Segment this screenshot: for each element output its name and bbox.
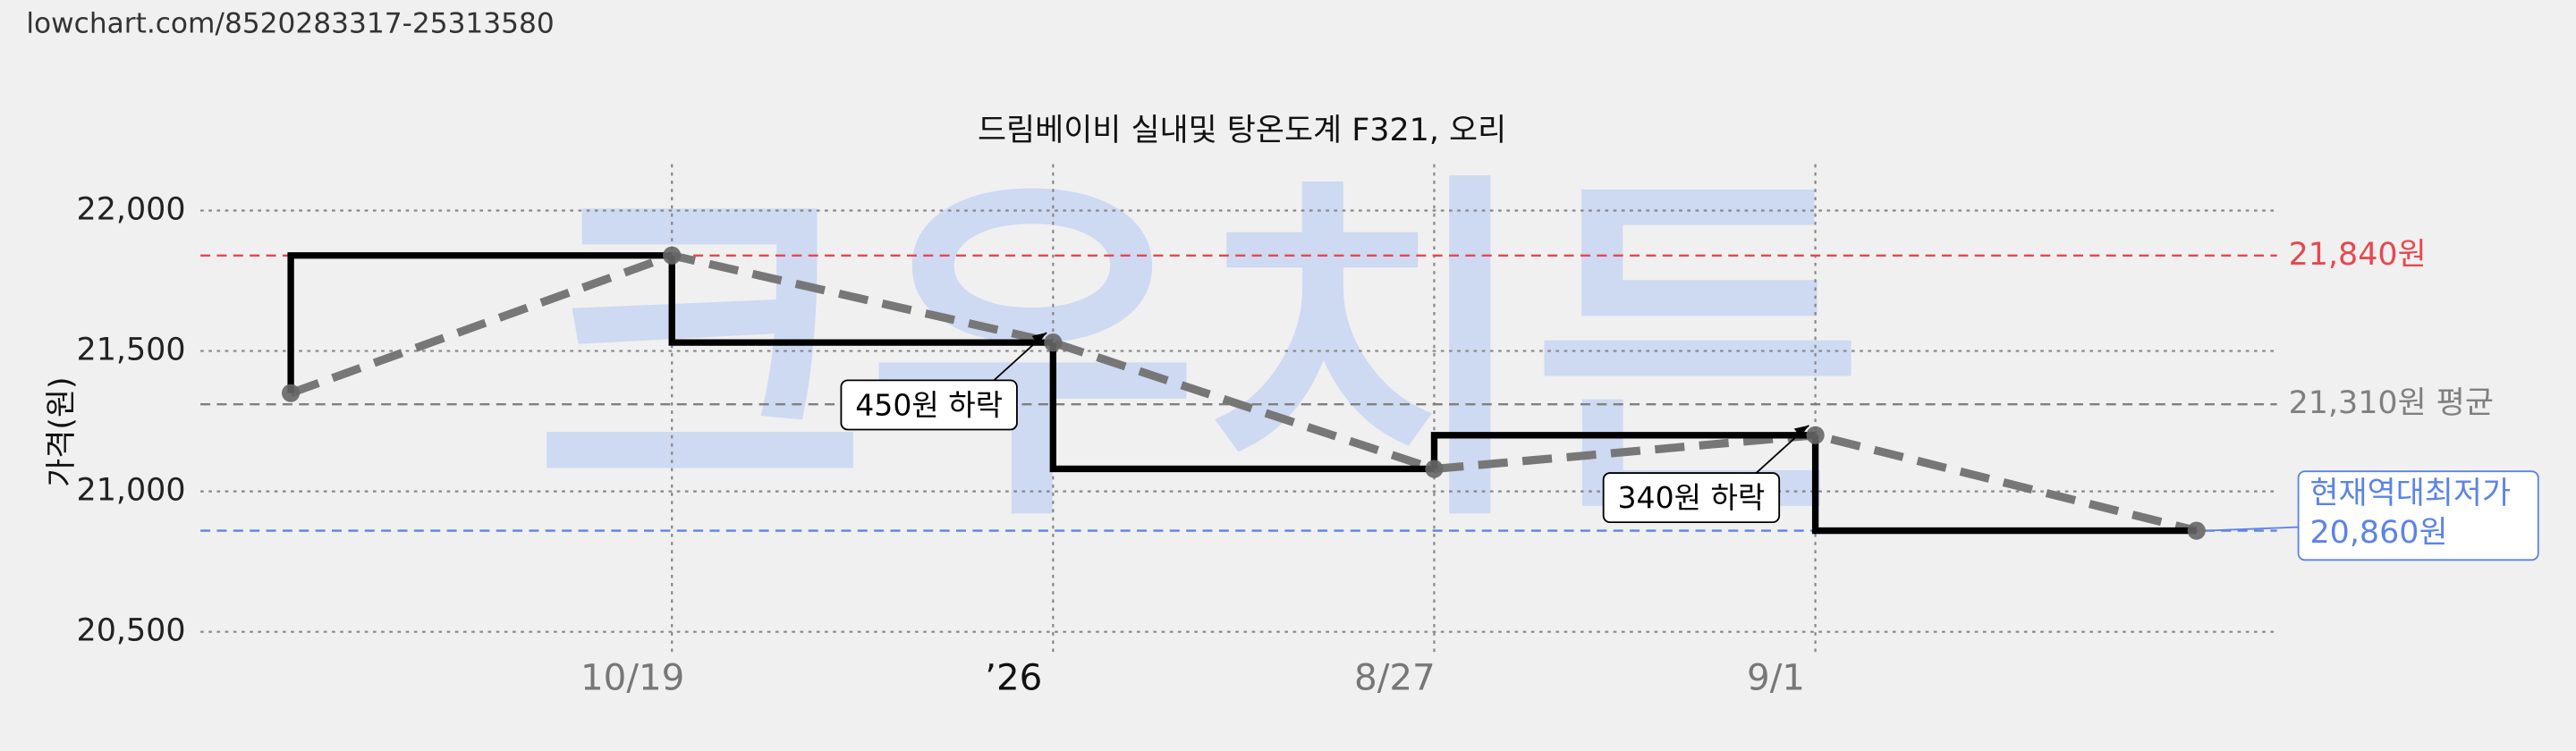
step-segment xyxy=(668,255,1054,346)
reference-label: 21,310원 평균 xyxy=(2289,385,2494,421)
x-tick-label: ’26 xyxy=(985,655,1042,698)
x-tick-label: 9/1 xyxy=(1747,655,1805,698)
step-segment xyxy=(1049,342,1435,473)
annotation-box xyxy=(1602,472,1781,524)
step-segment xyxy=(287,252,673,393)
step-segment xyxy=(1811,435,2197,535)
reference-label: 21,840원 xyxy=(2289,237,2427,273)
point xyxy=(1044,333,1063,352)
point xyxy=(1806,426,1825,444)
trend-line xyxy=(289,250,2198,536)
annotation-text: 340원 하락 xyxy=(1618,480,1766,515)
lowest-arrow xyxy=(2206,526,2299,532)
annotation-text: 450원 하락 xyxy=(855,387,1003,422)
lowest-text: 20,860원 xyxy=(2309,515,2447,551)
y-tick-label: 22,000 xyxy=(77,192,186,228)
y-axis-label: 가격(원) xyxy=(44,376,80,486)
url: lowchart.com/8520283317-25313580 xyxy=(26,8,554,40)
step-segment xyxy=(1430,432,1816,469)
y-tick-label: 21,000 xyxy=(77,473,186,509)
chart-title: 드림베이비 실내및 탕온도계 F321, 오리 xyxy=(978,113,1506,148)
arrow-head xyxy=(1793,425,1809,437)
x-tick-label: 8/27 xyxy=(1354,655,1436,698)
point xyxy=(282,384,301,402)
y-tick-label: 20,500 xyxy=(77,613,186,649)
lowest-text: 현재역대최저가 xyxy=(2309,476,2511,511)
point xyxy=(663,246,682,265)
y-tick-label: 21,500 xyxy=(77,333,186,368)
x-tick-label: 10/19 xyxy=(580,655,684,698)
arrow-head xyxy=(1031,333,1046,344)
point xyxy=(1425,460,1444,478)
annotation-box xyxy=(840,379,1018,431)
lowest-box xyxy=(2297,470,2539,561)
point xyxy=(2187,521,2206,540)
